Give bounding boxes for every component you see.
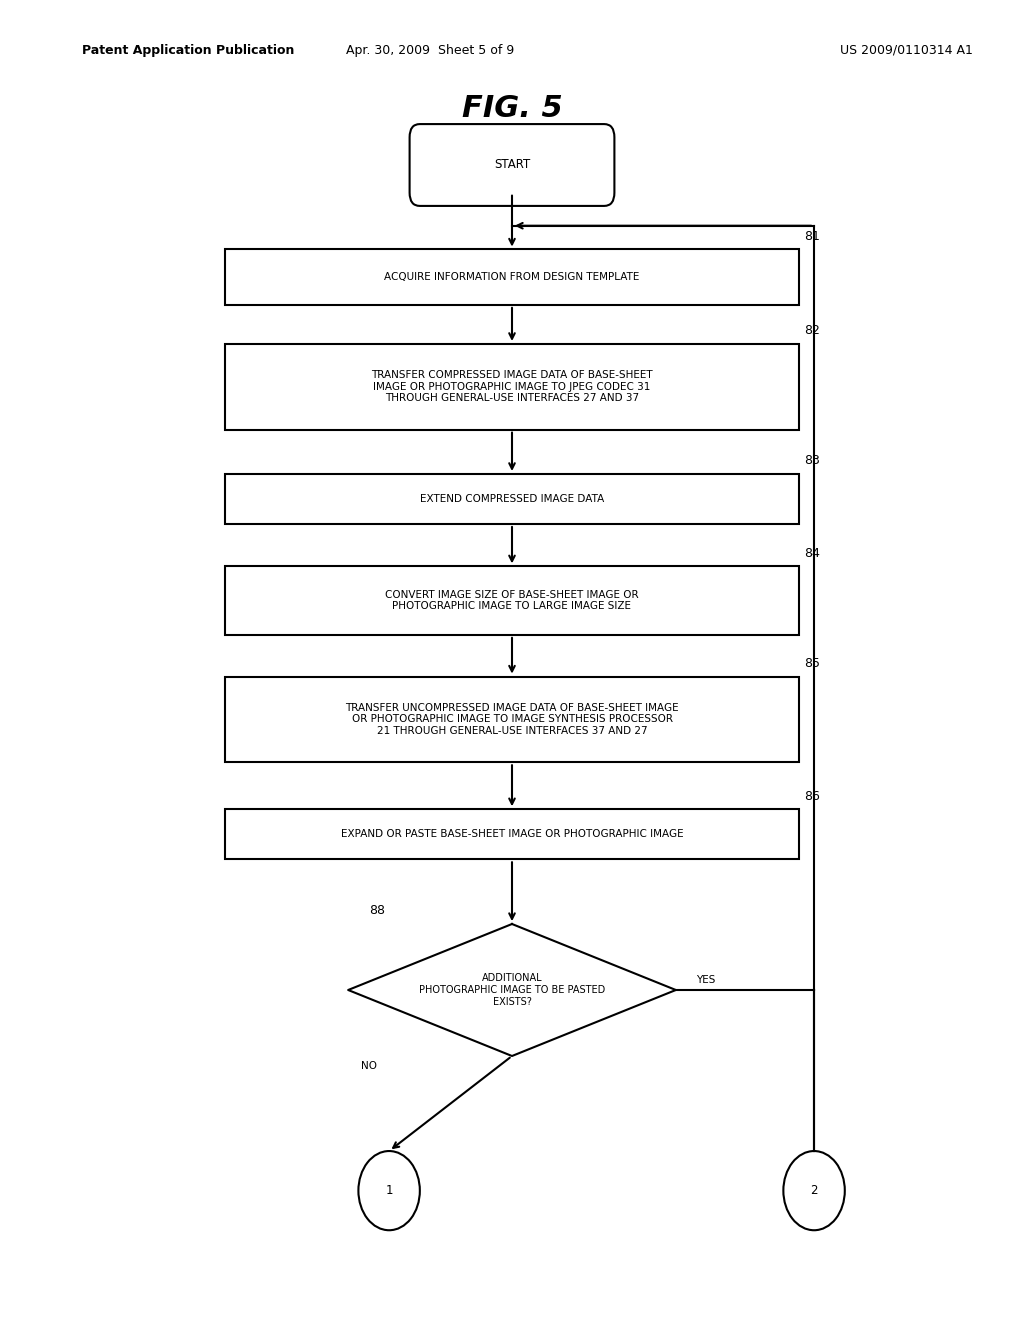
FancyBboxPatch shape xyxy=(225,343,799,430)
Text: START: START xyxy=(494,158,530,172)
Text: 82: 82 xyxy=(804,325,820,338)
Text: 81: 81 xyxy=(804,230,820,243)
Text: TRANSFER UNCOMPRESSED IMAGE DATA OF BASE-SHEET IMAGE
OR PHOTOGRAPHIC IMAGE TO IM: TRANSFER UNCOMPRESSED IMAGE DATA OF BASE… xyxy=(345,702,679,737)
Text: ADDITIONAL
PHOTOGRAPHIC IMAGE TO BE PASTED
EXISTS?: ADDITIONAL PHOTOGRAPHIC IMAGE TO BE PAST… xyxy=(419,973,605,1007)
Text: NO: NO xyxy=(360,1061,377,1072)
Text: CONVERT IMAGE SIZE OF BASE-SHEET IMAGE OR
PHOTOGRAPHIC IMAGE TO LARGE IMAGE SIZE: CONVERT IMAGE SIZE OF BASE-SHEET IMAGE O… xyxy=(385,590,639,611)
Text: TRANSFER COMPRESSED IMAGE DATA OF BASE-SHEET
IMAGE OR PHOTOGRAPHIC IMAGE TO JPEG: TRANSFER COMPRESSED IMAGE DATA OF BASE-S… xyxy=(371,370,653,404)
FancyBboxPatch shape xyxy=(225,676,799,763)
Text: Patent Application Publication: Patent Application Publication xyxy=(82,44,294,57)
FancyBboxPatch shape xyxy=(225,809,799,859)
Circle shape xyxy=(783,1151,845,1230)
Text: 86: 86 xyxy=(804,789,820,803)
Text: US 2009/0110314 A1: US 2009/0110314 A1 xyxy=(840,44,973,57)
Text: 83: 83 xyxy=(804,454,820,467)
Text: ACQUIRE INFORMATION FROM DESIGN TEMPLATE: ACQUIRE INFORMATION FROM DESIGN TEMPLATE xyxy=(384,272,640,282)
FancyBboxPatch shape xyxy=(410,124,614,206)
Text: 1: 1 xyxy=(385,1184,393,1197)
Text: FIG. 5: FIG. 5 xyxy=(462,94,562,123)
FancyBboxPatch shape xyxy=(225,566,799,635)
Text: EXTEND COMPRESSED IMAGE DATA: EXTEND COMPRESSED IMAGE DATA xyxy=(420,494,604,504)
Text: 2: 2 xyxy=(810,1184,818,1197)
Polygon shape xyxy=(348,924,676,1056)
FancyBboxPatch shape xyxy=(225,249,799,305)
Text: 85: 85 xyxy=(804,657,820,671)
Text: Apr. 30, 2009  Sheet 5 of 9: Apr. 30, 2009 Sheet 5 of 9 xyxy=(346,44,514,57)
Text: YES: YES xyxy=(696,975,716,986)
Text: 84: 84 xyxy=(804,546,820,560)
Circle shape xyxy=(358,1151,420,1230)
Text: EXPAND OR PASTE BASE-SHEET IMAGE OR PHOTOGRAPHIC IMAGE: EXPAND OR PASTE BASE-SHEET IMAGE OR PHOT… xyxy=(341,829,683,840)
FancyBboxPatch shape xyxy=(225,474,799,524)
Text: 88: 88 xyxy=(369,904,385,917)
